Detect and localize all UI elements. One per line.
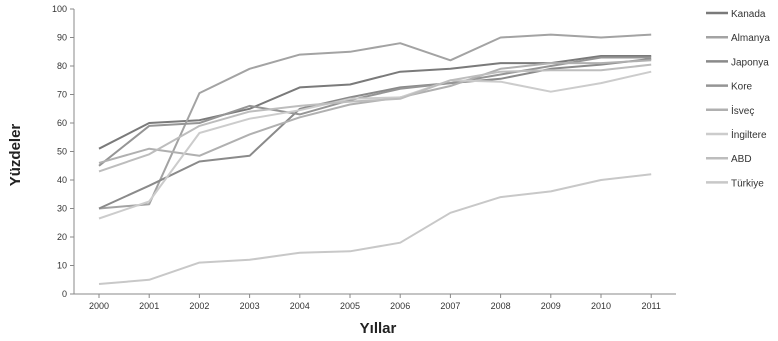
x-tick-label: 2011 <box>642 301 661 311</box>
y-tick-label: 40 <box>57 175 67 185</box>
series-line-i-svec <box>98 59 652 164</box>
y-axis-title: Yüzdeler <box>7 124 24 187</box>
y-tick-label: 0 <box>62 289 67 299</box>
series-line-turkiye <box>98 173 652 285</box>
x-tick-label: 2002 <box>189 301 209 311</box>
series-line-kore <box>98 56 652 167</box>
legend-label: Kanada <box>731 9 766 20</box>
series-line-japonya <box>98 57 652 210</box>
series-line-abd <box>98 63 652 173</box>
x-tick-label: 2008 <box>491 301 511 311</box>
x-tick-label: 2005 <box>340 301 360 311</box>
x-axis-title: Yıllar <box>360 320 397 337</box>
x-tick-label: 2003 <box>240 301 260 311</box>
x-tick-label: 2010 <box>591 301 611 311</box>
x-tick-label: 2004 <box>290 301 310 311</box>
x-tick-label: 2000 <box>89 301 109 311</box>
y-axis: 0 10 20 30 40 50 60 70 80 90 100 <box>52 4 75 299</box>
y-tick-label: 100 <box>52 4 67 14</box>
legend-label: Almanya <box>731 33 770 44</box>
y-tick-label: 20 <box>57 232 67 242</box>
series-line-kanada <box>98 55 652 150</box>
y-tick-label: 10 <box>57 261 67 271</box>
y-tick-label: 70 <box>57 90 67 100</box>
series-line-almanya <box>98 33 652 210</box>
x-tick-label: 2009 <box>541 301 561 311</box>
legend-label: İngiltere <box>731 128 767 141</box>
x-tick-label: 2007 <box>440 301 460 311</box>
legend-label: Japonya <box>731 57 769 68</box>
legend-label: Türkiye <box>731 178 764 189</box>
x-axis: 2000 2001 2002 2003 2004 2005 2006 2007 2008 2009… <box>74 293 676 311</box>
legend: Kanada Almanya Japonya Kore İsveç İngiltere AB… <box>706 9 770 189</box>
legend-label: İsveç <box>731 104 754 117</box>
y-tick-label: 50 <box>57 147 67 157</box>
y-tick-label: 90 <box>57 33 67 43</box>
x-tick-label: 2006 <box>390 301 410 311</box>
legend-label: Kore <box>731 82 753 93</box>
series-lines <box>98 33 652 285</box>
x-tick-label: 2001 <box>139 301 159 311</box>
y-tick-label: 30 <box>57 204 67 214</box>
y-tick-label: 80 <box>57 61 67 71</box>
series-line-i-ngiltere <box>98 70 652 220</box>
legend-label: ABD <box>731 154 752 165</box>
y-tick-label: 60 <box>57 118 67 128</box>
